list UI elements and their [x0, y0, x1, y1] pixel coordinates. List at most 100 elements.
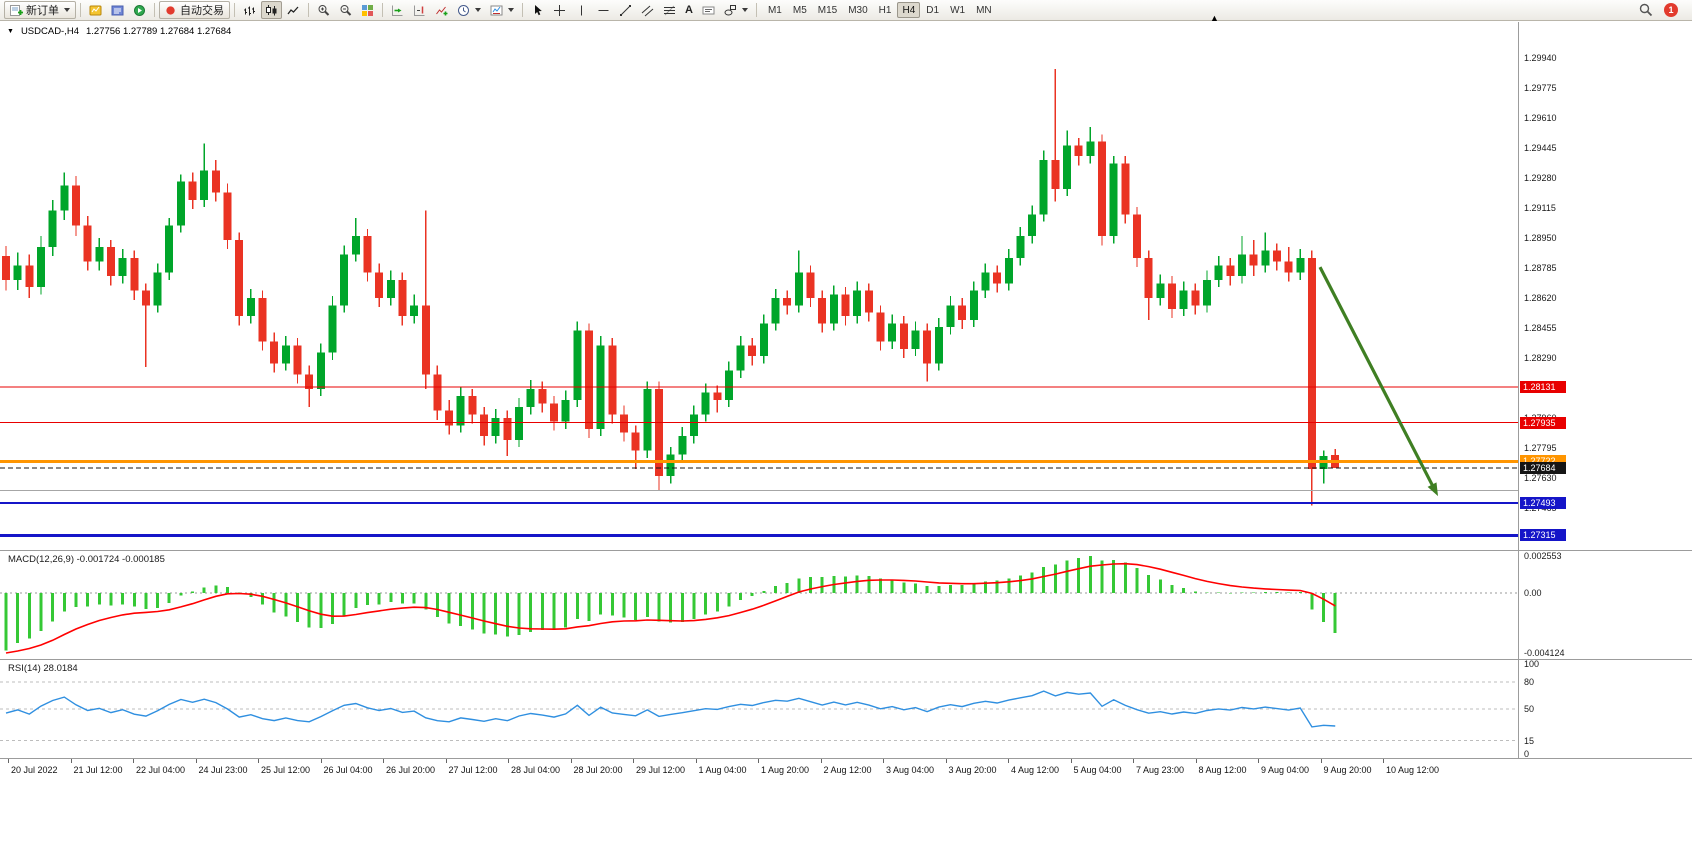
timeframe-button-m5[interactable]: M5 — [788, 2, 812, 18]
bear-candle — [106, 239, 115, 286]
bull-candle — [1063, 130, 1072, 197]
time-tick — [445, 759, 447, 763]
horizontal-line-tool-button[interactable] — [593, 1, 614, 19]
cursor-icon — [531, 4, 544, 17]
timeframe-button-m30[interactable]: M30 — [843, 2, 872, 18]
autotrade-button[interactable]: 自动交易 — [159, 1, 230, 19]
pane-separator[interactable] — [0, 550, 1692, 551]
periods-button[interactable] — [453, 1, 485, 19]
macd-histogram — [4, 556, 1337, 651]
rsi-scale-label: 80 — [1524, 677, 1535, 687]
bull-candle — [888, 314, 897, 349]
fibonacci-icon — [663, 4, 676, 17]
time-tick — [1258, 759, 1259, 763]
bull-candle — [200, 143, 209, 208]
time-label: 9 Aug 04:00 — [1261, 765, 1310, 775]
bear-candle — [806, 265, 815, 308]
cursor-tool-button[interactable] — [527, 1, 548, 19]
bull-candle — [1261, 232, 1270, 273]
indicators-button[interactable] — [431, 1, 452, 19]
bear-candle — [619, 405, 628, 442]
time-tick — [883, 759, 884, 763]
chart-title: ▼ USDCAD-,H4 1.27756 1.27789 1.27684 1.2… — [7, 26, 231, 37]
timeframe-button-mn[interactable]: MN — [971, 2, 997, 18]
fibonacci-tool-button[interactable] — [659, 1, 680, 19]
bear-candle — [258, 290, 267, 351]
timeframe-button-m15[interactable]: M15 — [813, 2, 842, 18]
new-order-label: 新订单 — [26, 5, 59, 17]
line-chart-mode-button[interactable] — [283, 1, 304, 19]
channel-tool-button[interactable] — [637, 1, 658, 19]
bull-candle — [724, 361, 733, 408]
trend-arrow[interactable] — [1318, 266, 1436, 490]
timeframe-button-h4[interactable]: H4 — [897, 2, 921, 18]
search-button[interactable] — [1635, 1, 1657, 19]
chart-collapse-icon[interactable]: ▼ — [7, 28, 14, 35]
trend-arrow-head[interactable] — [1427, 482, 1438, 497]
bear-candle — [188, 172, 197, 209]
zoom-in-button[interactable] — [313, 1, 334, 19]
notification-badge[interactable]: 1 — [1664, 3, 1678, 17]
timeframe-button-m1[interactable]: M1 — [763, 2, 787, 18]
bear-candle — [876, 305, 885, 351]
timeframe-button-w1[interactable]: W1 — [945, 2, 970, 18]
bull-candle — [946, 296, 955, 335]
market-watch-button[interactable] — [85, 1, 106, 19]
macd-label: MACD(12,26,9) -0.001724 -0.000185 — [8, 554, 165, 565]
shapes-tool-button[interactable] — [720, 1, 752, 19]
text-tool-button[interactable]: A — [681, 1, 697, 19]
bear-candle — [654, 381, 663, 491]
rsi-scale-label: 15 — [1524, 735, 1535, 746]
bull-candle — [689, 405, 698, 444]
chart-shift-button[interactable] — [409, 1, 430, 19]
price-axis[interactable]: 1.29940 1.29775 1.29610 1.29445 1.29280 1.291… — [1518, 22, 1692, 759]
chart-top-marker-icon[interactable]: ▲ — [1210, 13, 1219, 23]
bull-candle — [1156, 274, 1165, 306]
timeframe-button-d1[interactable]: D1 — [921, 2, 944, 18]
bull-candle — [1319, 450, 1328, 484]
candlestick-mode-button[interactable] — [261, 1, 282, 19]
bear-candle — [1074, 138, 1083, 166]
candlestick-icon — [265, 4, 278, 17]
text-label-tool-button[interactable] — [698, 1, 719, 19]
clock-icon — [457, 4, 470, 17]
price-scale-label: 1.29775 — [1524, 83, 1557, 93]
bear-candle — [1284, 247, 1293, 282]
new-order-button[interactable]: 新订单 — [4, 1, 76, 19]
toolbar-separator — [522, 3, 523, 17]
crosshair-tool-button[interactable] — [549, 1, 570, 19]
horizontal-line-icon — [597, 4, 610, 17]
data-window-button[interactable] — [107, 1, 128, 19]
time-tick — [820, 759, 822, 763]
bull-candle — [340, 245, 349, 313]
macd-chart[interactable] — [0, 551, 1518, 658]
navigator-button[interactable] — [129, 1, 150, 19]
bull-candle — [13, 252, 22, 290]
tile-windows-button[interactable] — [357, 1, 378, 19]
bar-chart-mode-button[interactable] — [239, 1, 260, 19]
price-scale-label: 1.28620 — [1524, 293, 1557, 303]
time-label: 10 Aug 12:00 — [1386, 765, 1440, 775]
caret-down-icon — [64, 8, 70, 12]
templates-button[interactable] — [486, 1, 518, 19]
tile-windows-icon — [361, 4, 374, 17]
bear-candle — [211, 159, 220, 202]
bear-candle — [25, 254, 34, 299]
time-label: 9 Aug 20:00 — [1323, 765, 1372, 775]
price-chart[interactable] — [0, 24, 1518, 549]
data-window-icon — [111, 4, 124, 17]
trendline-tool-button[interactable] — [615, 1, 636, 19]
rsi-chart[interactable] — [0, 660, 1518, 757]
pane-separator[interactable] — [0, 659, 1692, 660]
auto-scroll-button[interactable] — [387, 1, 408, 19]
vertical-line-tool-button[interactable] — [571, 1, 592, 19]
bull-candle — [386, 270, 395, 306]
bull-candle — [666, 447, 675, 484]
crosshair-icon — [553, 4, 566, 17]
timeframe-button-h1[interactable]: H1 — [874, 2, 897, 18]
time-axis[interactable]: 20 Jul 2022 21 Jul 12:00 22 Jul 04:00 24 Ju… — [0, 758, 1692, 778]
time-tick — [1195, 759, 1197, 763]
bear-candle — [1133, 207, 1142, 268]
zoom-out-button[interactable] — [335, 1, 356, 19]
